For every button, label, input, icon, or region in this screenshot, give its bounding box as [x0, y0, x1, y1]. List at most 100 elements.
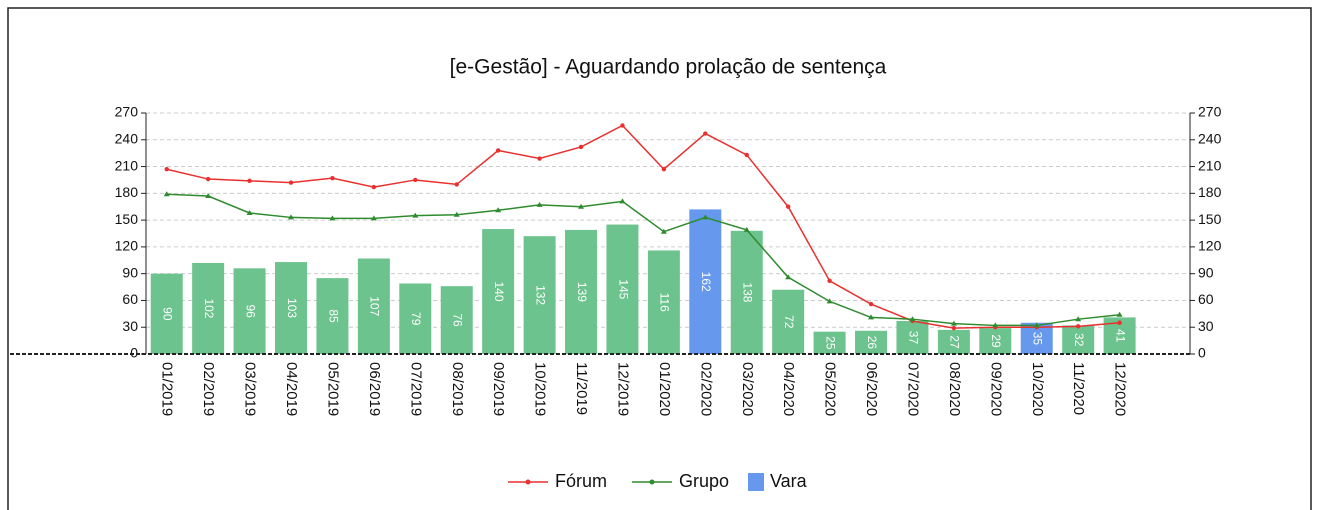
line-marker [992, 322, 999, 328]
x-tick-label: 01/2020 [656, 362, 673, 416]
line-marker [785, 274, 792, 280]
bar-value-label: 79 [409, 312, 423, 326]
line-marker [205, 193, 212, 199]
line-marker [743, 226, 750, 232]
y2-tick-label: 90 [1198, 264, 1214, 280]
line-marker [1117, 320, 1122, 325]
y-tick-label: 120 [115, 238, 139, 254]
legend-marker [649, 479, 655, 485]
x-tick-label: 07/2020 [904, 362, 921, 416]
line-marker [661, 167, 667, 172]
y-tick-label: 60 [122, 291, 138, 307]
bar-value-label: 107 [368, 296, 382, 316]
bar-value-label: 32 [1072, 333, 1086, 347]
y-tick-label: 150 [115, 211, 139, 227]
bar-value-label: 140 [492, 282, 506, 302]
bar [689, 209, 722, 354]
x-tick-label: 02/2019 [200, 362, 217, 416]
bar-value-label: 138 [741, 282, 755, 302]
y2-tick-label: 210 [1198, 157, 1222, 173]
x-tick-label: 09/2020 [987, 362, 1004, 416]
bar [730, 230, 763, 354]
y2-tick-label: 60 [1198, 291, 1214, 307]
y2-tick-label: 240 [1198, 130, 1222, 146]
bar-value-label: 27 [948, 335, 962, 349]
bar [896, 320, 929, 354]
y-tick-label: 240 [115, 130, 139, 146]
x-tick-label: 07/2019 [407, 362, 424, 416]
line-marker [827, 278, 832, 284]
y2-tick-label: 30 [1198, 318, 1214, 334]
bar-value-label: 162 [699, 272, 713, 292]
line-marker [205, 176, 211, 182]
bar-value-label: 76 [451, 313, 465, 327]
x-tick-label: 12/2019 [614, 362, 631, 416]
bar-value-label: 25 [823, 336, 837, 350]
bar-value-label: 132 [533, 285, 547, 305]
bar-value-label: 85 [326, 309, 340, 323]
line-marker [1075, 324, 1081, 329]
line [166, 193, 1120, 327]
bar-value-label: 35 [1031, 332, 1045, 346]
line-marker [495, 207, 502, 213]
x-tick-label: 03/2020 [739, 362, 756, 416]
line-marker [371, 184, 377, 190]
line-marker [703, 131, 708, 136]
line-marker [619, 198, 626, 204]
line-marker [288, 214, 295, 220]
x-tick-label: 08/2019 [449, 362, 466, 416]
bar [813, 331, 846, 354]
x-tick-label: 03/2019 [242, 362, 259, 416]
bar-value-label: 139 [575, 282, 589, 302]
x-tick-label: 08/2020 [946, 362, 963, 416]
bar-value-label: 26 [865, 336, 879, 350]
line-marker [868, 314, 875, 320]
bar [937, 329, 970, 354]
line-marker [247, 178, 252, 184]
x-tick-label: 09/2019 [490, 362, 507, 416]
bar [606, 224, 639, 354]
bar-value-label: 96 [243, 304, 257, 318]
bar-value-label: 41 [1113, 329, 1127, 343]
y2-tick-label: 180 [1198, 184, 1222, 200]
x-tick-label: 04/2020 [780, 362, 797, 416]
line-marker [412, 212, 419, 218]
x-tick-label: 01/2019 [159, 362, 176, 416]
bar [275, 262, 308, 354]
frame [7, 7, 1312, 510]
line-marker [578, 144, 584, 150]
bar [647, 250, 680, 354]
x-tick-label: 06/2020 [863, 362, 880, 416]
y-tick-label: 90 [122, 264, 138, 280]
line-marker [950, 320, 957, 326]
y2-tick-label: 150 [1198, 211, 1222, 227]
bar-value-label: 90 [161, 307, 175, 321]
bar-value-label: 37 [906, 331, 920, 345]
bar [357, 258, 390, 354]
x-tick-label: 11/2020 [1070, 362, 1087, 415]
bar-value-label: 116 [658, 293, 672, 312]
y2-tick-label: 120 [1198, 238, 1222, 254]
bar [523, 236, 556, 354]
line [166, 124, 1120, 329]
line-marker [536, 201, 543, 207]
y2-tick-label: 0 [1198, 345, 1206, 361]
bar [316, 278, 349, 354]
line-marker [246, 209, 253, 215]
line-marker [1033, 322, 1040, 328]
y-tick-label: 210 [115, 157, 139, 173]
line-marker [868, 301, 874, 307]
line-marker [785, 204, 791, 209]
x-tick-label: 05/2019 [324, 362, 341, 416]
x-tick-label: 04/2019 [283, 362, 300, 416]
line-marker [1075, 316, 1082, 322]
bar [150, 273, 183, 354]
x-tick-label: 11/2019 [573, 362, 590, 415]
line-marker [826, 298, 833, 304]
y-tick-label: 0 [130, 345, 138, 361]
bar [565, 229, 598, 354]
bar [1062, 325, 1095, 354]
line-marker [454, 182, 459, 187]
legend-label: Vara [770, 471, 808, 491]
line-marker [537, 156, 542, 161]
